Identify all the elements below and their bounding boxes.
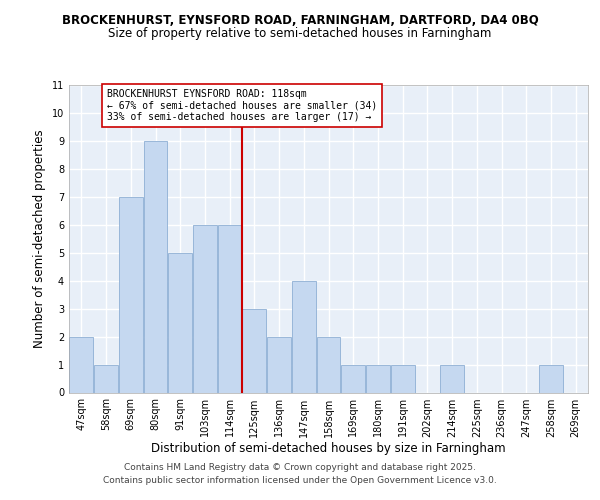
Bar bbox=[539, 364, 563, 392]
Bar bbox=[218, 225, 242, 392]
Bar bbox=[242, 308, 266, 392]
Bar bbox=[94, 364, 118, 392]
Bar bbox=[168, 252, 192, 392]
Bar bbox=[317, 336, 340, 392]
Bar bbox=[391, 364, 415, 392]
Bar bbox=[267, 336, 291, 392]
Y-axis label: Number of semi-detached properties: Number of semi-detached properties bbox=[34, 130, 46, 348]
Text: Contains HM Land Registry data © Crown copyright and database right 2025.: Contains HM Land Registry data © Crown c… bbox=[124, 462, 476, 471]
Bar bbox=[440, 364, 464, 392]
Bar bbox=[70, 336, 94, 392]
Text: BROCKENHURST, EYNSFORD ROAD, FARNINGHAM, DARTFORD, DA4 0BQ: BROCKENHURST, EYNSFORD ROAD, FARNINGHAM,… bbox=[62, 14, 538, 27]
Bar bbox=[119, 197, 143, 392]
Text: Size of property relative to semi-detached houses in Farningham: Size of property relative to semi-detach… bbox=[109, 28, 491, 40]
Bar bbox=[143, 141, 167, 393]
Bar bbox=[292, 280, 316, 392]
Bar bbox=[341, 364, 365, 392]
Text: Contains public sector information licensed under the Open Government Licence v3: Contains public sector information licen… bbox=[103, 476, 497, 485]
X-axis label: Distribution of semi-detached houses by size in Farningham: Distribution of semi-detached houses by … bbox=[151, 442, 506, 456]
Bar bbox=[193, 225, 217, 392]
Bar bbox=[366, 364, 390, 392]
Text: BROCKENHURST EYNSFORD ROAD: 118sqm
← 67% of semi-detached houses are smaller (34: BROCKENHURST EYNSFORD ROAD: 118sqm ← 67%… bbox=[107, 89, 377, 122]
